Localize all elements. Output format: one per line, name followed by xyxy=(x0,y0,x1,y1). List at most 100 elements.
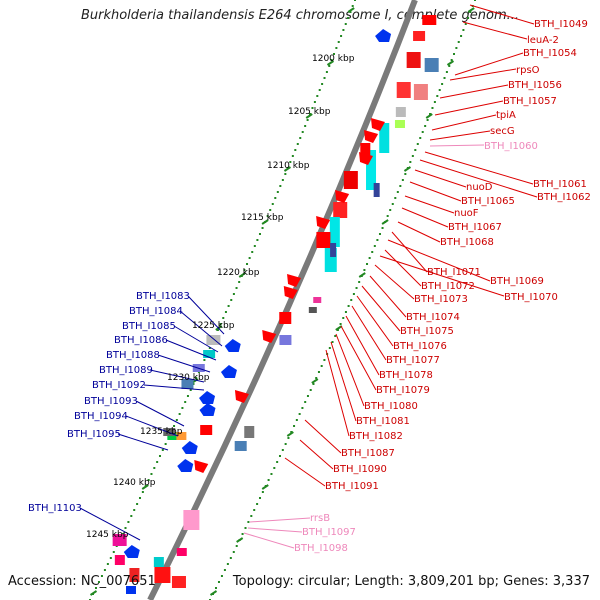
reverse-arrow[interactable] xyxy=(123,545,140,558)
forward-arrow[interactable] xyxy=(262,330,277,343)
feature-block[interactable] xyxy=(343,171,358,189)
reverse-arrow[interactable] xyxy=(181,441,198,454)
gene-label[interactable]: nuoD xyxy=(466,182,493,193)
forward-arrow[interactable] xyxy=(364,130,379,143)
gene-label[interactable]: BTH_I1065 xyxy=(461,196,515,207)
forward-arrow[interactable] xyxy=(335,190,350,203)
feature-block[interactable] xyxy=(308,307,317,313)
reverse-arrow[interactable] xyxy=(199,403,216,416)
forward-arrow[interactable] xyxy=(316,216,331,229)
gene-label[interactable]: BTH_I1085 xyxy=(122,321,176,332)
feature-block[interactable] xyxy=(373,183,380,197)
feature-block[interactable] xyxy=(154,567,171,583)
feature-block[interactable] xyxy=(234,441,247,451)
gene-label[interactable]: BTH_I1077 xyxy=(386,355,440,366)
reverse-arrow[interactable] xyxy=(177,459,194,472)
feature-block[interactable] xyxy=(333,202,348,218)
feature-block[interactable] xyxy=(200,425,213,435)
gene-label[interactable]: BTH_I1068 xyxy=(440,237,494,248)
gene-label[interactable]: BTH_I1093 xyxy=(84,396,138,407)
feature-block[interactable] xyxy=(203,350,216,358)
feature-block[interactable] xyxy=(206,335,221,345)
gene-label[interactable]: BTH_I1088 xyxy=(106,350,160,361)
gene-label[interactable]: BTH_I1087 xyxy=(341,448,395,459)
gene-label[interactable]: BTH_I1079 xyxy=(376,385,430,396)
feature-block[interactable] xyxy=(279,312,292,324)
feature-block[interactable] xyxy=(394,120,405,128)
gene-label[interactable]: secG xyxy=(490,126,515,137)
feature-block[interactable] xyxy=(112,534,127,546)
gene-label[interactable]: BTH_I1049 xyxy=(534,19,588,30)
gene-label[interactable]: BTH_I1091 xyxy=(325,481,379,492)
gene-label[interactable]: BTH_I1086 xyxy=(114,335,168,346)
forward-arrow[interactable] xyxy=(194,460,209,473)
gene-label[interactable]: BTH_I1084 xyxy=(129,306,183,317)
feature-block[interactable] xyxy=(379,123,390,153)
left-gene-labels[interactable]: BTH_I1083 BTH_I1084 BTH_I1085 BTH_I1086 … xyxy=(28,291,190,514)
feature-block[interactable] xyxy=(114,555,125,565)
feature-block[interactable] xyxy=(129,568,140,582)
feature-block[interactable] xyxy=(153,557,164,567)
feature-block[interactable] xyxy=(125,586,136,594)
gene-label[interactable]: BTH_I1089 xyxy=(99,365,153,376)
feature-block[interactable] xyxy=(244,426,255,438)
feature-track[interactable] xyxy=(112,15,439,594)
rna-label[interactable]: BTH_I1060 xyxy=(484,141,538,152)
feature-block[interactable] xyxy=(424,58,439,72)
reverse-arrow[interactable] xyxy=(224,339,241,352)
gene-label[interactable]: BTH_I1056 xyxy=(508,80,562,91)
rna-label[interactable]: rrsB xyxy=(310,513,330,524)
feature-block[interactable] xyxy=(181,379,194,389)
forward-arrow[interactable] xyxy=(370,118,385,131)
feature-block[interactable] xyxy=(279,335,292,345)
feature-block[interactable] xyxy=(366,150,377,190)
forward-arrow[interactable] xyxy=(287,274,302,287)
feature-block[interactable] xyxy=(422,15,437,25)
gene-label[interactable]: BTH_I1080 xyxy=(364,401,418,412)
reverse-arrow[interactable] xyxy=(199,391,216,404)
feature-block[interactable] xyxy=(171,576,186,588)
feature-block[interactable] xyxy=(396,82,411,98)
feature-block[interactable] xyxy=(413,31,426,41)
feature-block[interactable] xyxy=(176,432,187,440)
feature-block[interactable] xyxy=(406,52,421,68)
feature-block[interactable] xyxy=(360,143,371,157)
reverse-arrow[interactable] xyxy=(220,365,237,378)
gene-label[interactable]: BTH_I1071 xyxy=(427,267,481,278)
gene-label[interactable]: BTH_I1082 xyxy=(349,431,403,442)
feature-block[interactable] xyxy=(330,243,337,257)
gene-label[interactable]: BTH_I1069 xyxy=(490,276,544,287)
gene-label[interactable]: BTH_I1073 xyxy=(414,294,468,305)
gene-label[interactable]: BTH_I1057 xyxy=(503,96,557,107)
feature-block[interactable] xyxy=(395,107,406,117)
gene-label[interactable]: BTH_I1092 xyxy=(92,380,146,391)
gene-label[interactable]: BTH_I1070 xyxy=(504,292,558,303)
feature-block[interactable] xyxy=(413,84,428,100)
rna-label[interactable]: BTH_I1097 xyxy=(302,527,356,538)
rna-label[interactable]: BTH_I1098 xyxy=(294,543,348,554)
gene-label[interactable]: BTH_I1072 xyxy=(421,281,475,292)
gene-label[interactable]: BTH_I1054 xyxy=(523,48,577,59)
gene-label[interactable]: BTH_I1074 xyxy=(406,312,460,323)
forward-arrow[interactable] xyxy=(359,152,374,165)
feature-block[interactable] xyxy=(183,510,200,530)
gene-label[interactable]: BTH_I1083 xyxy=(136,291,190,302)
gene-label[interactable]: BTH_I1094 xyxy=(74,411,128,422)
gene-label[interactable]: BTH_I1103 xyxy=(28,503,82,514)
gene-label[interactable]: BTH_I1062 xyxy=(537,192,591,203)
gene-label[interactable]: rpsO xyxy=(516,65,540,76)
gene-label[interactable]: tpiA xyxy=(496,110,516,121)
feature-block[interactable] xyxy=(176,548,187,556)
reverse-arrow[interactable] xyxy=(375,29,392,42)
gene-label[interactable]: BTH_I1067 xyxy=(448,222,502,233)
gene-label[interactable]: BTH_I1095 xyxy=(67,429,121,440)
forward-arrow[interactable] xyxy=(234,390,249,403)
gene-label[interactable]: BTH_I1076 xyxy=(393,341,447,352)
gene-label[interactable]: BTH_I1081 xyxy=(356,416,410,427)
gene-label[interactable]: leuA-2 xyxy=(527,35,559,46)
gene-label[interactable]: BTH_I1075 xyxy=(400,326,454,337)
feature-block[interactable] xyxy=(316,232,331,248)
gene-label[interactable]: BTH_I1061 xyxy=(533,179,587,190)
feature-block[interactable] xyxy=(163,428,176,436)
